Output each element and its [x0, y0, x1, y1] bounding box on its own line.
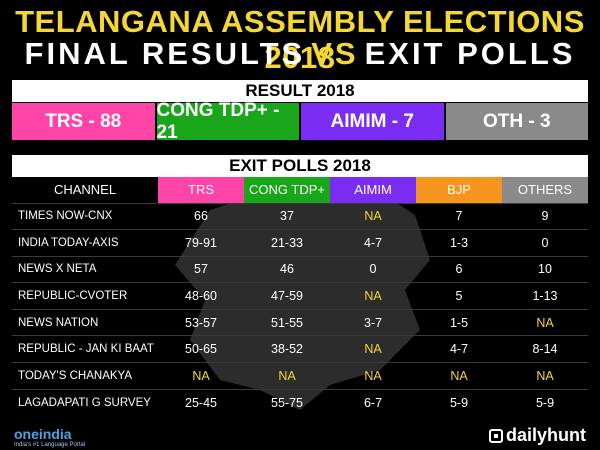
channel-cell: LAGADAPATI G SURVEY	[12, 388, 158, 416]
value-cell: 0	[502, 229, 588, 257]
channel-cell: TIMES NOW-CNX	[12, 202, 158, 230]
table-header-row: CHANNEL TRS CONG TDP+ AIMIM BJP OTHERS	[12, 177, 588, 203]
subtitle-vs: VS	[311, 36, 359, 71]
channel-cell: INDIA TODAY-AXIS	[12, 229, 158, 257]
page-title: TELANGANA ASSEMBLY ELECTIONS 2018	[15, 4, 585, 75]
value-cell: 51-55	[244, 308, 330, 336]
table-row: TIMES NOW-CNX 66 37 NA 7 9	[12, 202, 588, 230]
value-cell: 55-75	[244, 388, 330, 416]
oneindia-tagline: India's #1 Language Portal	[14, 442, 86, 448]
value-cell: 5-9	[416, 388, 502, 416]
column-header: CONG TDP+	[244, 177, 330, 203]
result-cell: CONG TDP+ - 21	[156, 100, 299, 143]
table-row: INDIA TODAY-AXIS 79-91 21-33 4-7 1-3 0	[12, 229, 588, 257]
value-cell: 53-57	[158, 308, 244, 336]
value-cell: 47-59	[244, 282, 330, 310]
dailyhunt-logo: dailyhunt	[489, 425, 586, 446]
dailyhunt-icon	[489, 428, 503, 443]
table-row: LAGADAPATI G SURVEY 25-45 55-75 6-7 5-9 5-9	[12, 388, 588, 416]
value-cell: 66	[158, 202, 244, 230]
value-cell: 6-7	[330, 388, 416, 416]
value-cell: 10	[502, 255, 588, 283]
column-header: BJP	[416, 177, 502, 203]
channel-cell: NEWS NATION	[12, 308, 158, 336]
column-header: TRS	[158, 177, 244, 203]
subtitle-right: EXIT POLLS	[364, 36, 576, 71]
value-cell: NA	[502, 362, 588, 390]
exit-polls-heading: EXIT POLLS 2018	[12, 155, 588, 177]
result-cell: OTH - 3	[445, 103, 588, 140]
value-cell: 21-33	[244, 229, 330, 257]
value-cell: 3-7	[330, 308, 416, 336]
subtitle-left: FINAL RESULTS	[24, 36, 306, 71]
oneindia-logo: oneindia India's #1 Language Portal	[14, 426, 85, 448]
page-subtitle: FINAL RESULTS VS EXIT POLLS	[0, 36, 600, 72]
value-cell: 9	[502, 202, 588, 230]
table-row: TODAY'S CHANAKYA NA NA NA NA NA	[12, 362, 588, 390]
value-cell: NA	[330, 282, 416, 310]
result-cell: TRS - 88	[12, 103, 155, 140]
channel-cell: REPUBLIC-CVOTER	[12, 282, 158, 310]
value-cell: 57	[158, 255, 244, 283]
result-heading: RESULT 2018	[12, 80, 588, 102]
value-cell: 48-60	[158, 282, 244, 310]
value-cell: 7	[416, 202, 502, 230]
column-header: OTHERS	[502, 177, 588, 203]
table-row: REPUBLIC - JAN KI BAAT 50-65 38-52 NA 4-7 8-1…	[12, 335, 588, 363]
value-cell: 0	[330, 255, 416, 283]
result-cell: AIMIM - 7	[301, 103, 444, 140]
value-cell: 1-5	[416, 308, 502, 336]
value-cell: 46	[244, 255, 330, 283]
channel-cell: TODAY'S CHANAKYA	[12, 362, 158, 390]
oneindia-logo-text: oneindia	[14, 426, 72, 442]
value-cell: 79-91	[158, 229, 244, 257]
value-cell: 5-9	[502, 388, 588, 416]
value-cell: NA	[330, 362, 416, 390]
value-cell: 37	[244, 202, 330, 230]
value-cell: 6	[416, 255, 502, 283]
channel-cell: REPUBLIC - JAN KI BAAT	[12, 335, 158, 363]
value-cell: 8-14	[502, 335, 588, 363]
value-cell: NA	[502, 308, 588, 336]
value-cell: 1-13	[502, 282, 588, 310]
table-row: REPUBLIC-CVOTER 48-60 47-59 NA 5 1-13	[12, 282, 588, 310]
result-row: TRS - 88 CONG TDP+ - 21 AIMIM - 7 OTH - 3	[12, 100, 588, 143]
column-header: CHANNEL	[12, 177, 158, 203]
exit-polls-table: CHANNEL TRS CONG TDP+ AIMIM BJP OTHERS TIMES …	[12, 177, 588, 416]
value-cell: NA	[330, 202, 416, 230]
column-header: AIMIM	[330, 177, 416, 203]
value-cell: 25-45	[158, 388, 244, 416]
value-cell: NA	[158, 362, 244, 390]
value-cell: 4-7	[416, 335, 502, 363]
value-cell: NA	[244, 362, 330, 390]
dailyhunt-logo-text: dailyhunt	[506, 425, 586, 445]
value-cell: 4-7	[330, 229, 416, 257]
value-cell: 5	[416, 282, 502, 310]
value-cell: NA	[416, 362, 502, 390]
table-row: NEWS X NETA 57 46 0 6 10	[12, 255, 588, 283]
value-cell: 50-65	[158, 335, 244, 363]
value-cell: 1-3	[416, 229, 502, 257]
channel-cell: NEWS X NETA	[12, 255, 158, 283]
value-cell: NA	[330, 335, 416, 363]
value-cell: 38-52	[244, 335, 330, 363]
table-row: NEWS NATION 53-57 51-55 3-7 1-5 NA	[12, 308, 588, 336]
